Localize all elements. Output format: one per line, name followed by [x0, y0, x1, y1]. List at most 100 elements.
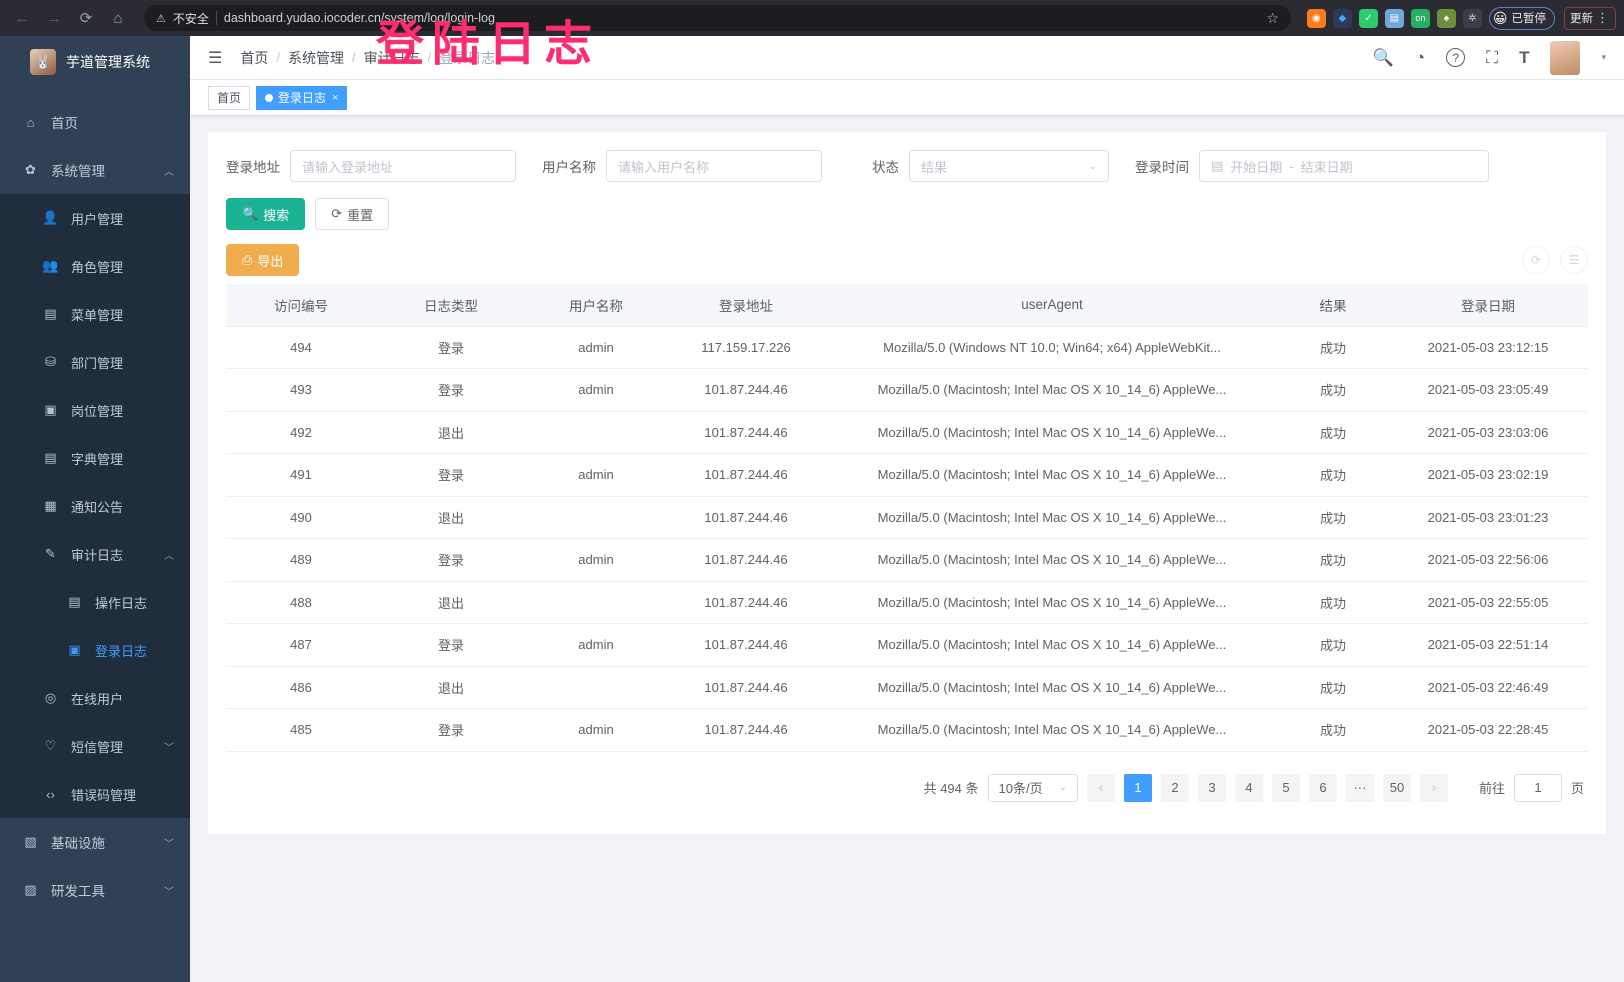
search-form: 登录地址 请输入登录地址 用户名称 请输入用户名称 状态: [226, 150, 1588, 198]
green-circle-ext-icon[interactable]: ✓: [1358, 8, 1378, 28]
search-button[interactable]: 🔍 搜索: [226, 198, 306, 230]
table-row[interactable]: 486 退出 101.87.244.46 Mozilla/5.0 (Macintosh…: [226, 666, 1588, 709]
table-row[interactable]: 491 登录 admin 101.87.244.46 Mozilla/5.0 (Maci…: [226, 453, 1588, 497]
table-row[interactable]: 494 登录 admin 117.159.17.226 Mozilla/5.0 (Win…: [226, 326, 1588, 369]
bookmark-star-icon[interactable]: ☆: [1266, 9, 1279, 26]
page-button-6[interactable]: 6: [1308, 773, 1337, 802]
paused-chip[interactable]: 😀 已暂停: [1488, 6, 1555, 30]
sidebar-item-system[interactable]: ✿ 系统管理 ︿: [0, 146, 190, 194]
next-page-button[interactable]: ›: [1419, 773, 1448, 802]
page-ellipsis[interactable]: ···: [1345, 773, 1374, 802]
blue-diamond-ext-icon[interactable]: ◆: [1332, 8, 1352, 28]
chevron-down-icon[interactable]: ▾: [1601, 52, 1606, 62]
table-row[interactable]: 488 退出 101.87.244.46 Mozilla/5.0 (Macintosh…: [226, 581, 1588, 624]
sidebar-item-login-log[interactable]: ▣ 登录日志: [0, 626, 190, 674]
cell-ip: 101.87.244.46: [666, 666, 826, 709]
page-button-4[interactable]: 4: [1234, 773, 1263, 802]
column-header-id[interactable]: 访问编号: [226, 284, 376, 327]
sidebar-logo[interactable]: 🐰 芋道管理系统: [0, 36, 190, 88]
tag-home[interactable]: 首页: [208, 85, 251, 110]
table-toolbar: ⎙ 导出 ⟳ ☰: [226, 244, 1588, 276]
column-header-type[interactable]: 日志类型: [376, 284, 526, 327]
prev-page-button[interactable]: ‹: [1086, 773, 1115, 802]
sidebar-item-operation-log[interactable]: ▤ 操作日志: [0, 578, 190, 626]
back-icon[interactable]: ←: [14, 9, 30, 27]
page-button-5[interactable]: 5: [1271, 773, 1300, 802]
table-tool-icons: ⟳ ☰: [1522, 246, 1588, 274]
status-select[interactable]: 结果 ⌄: [909, 150, 1109, 182]
refresh-icon[interactable]: ⟳: [1522, 246, 1550, 274]
puzzle-ext-icon[interactable]: ✲: [1462, 8, 1482, 28]
cell-type: 登录: [376, 453, 526, 497]
sidebar-item-audit-log[interactable]: ✎ 审计日志 ︿: [0, 530, 190, 578]
reload-icon[interactable]: ⟳: [79, 10, 93, 27]
cell-useragent: Mozilla/5.0 (Windows NT 10.0; Win64; x64…: [826, 326, 1278, 369]
close-icon[interactable]: ×: [332, 91, 339, 104]
leaf-ext-icon[interactable]: ♠: [1436, 8, 1456, 28]
column-header-ip[interactable]: 登录地址: [666, 284, 826, 327]
help-icon[interactable]: ?: [1446, 48, 1466, 67]
orange-ring-ext-icon[interactable]: ◉: [1306, 8, 1326, 28]
breadcrumb-item[interactable]: 首页: [240, 49, 269, 66]
page-button-1[interactable]: 1: [1123, 773, 1152, 802]
sidebar-item-infrastructure[interactable]: ▧ 基础设施 ﹀: [0, 818, 190, 866]
github-icon[interactable]: ◔: [1414, 47, 1426, 67]
jump-page-input[interactable]: 1: [1513, 773, 1562, 802]
sidebar-item-online-users[interactable]: ◎ 在线用户: [0, 674, 190, 722]
login-address-input[interactable]: 请输入登录地址: [290, 150, 516, 182]
tag-login-log[interactable]: 登录日志 ×: [256, 85, 348, 110]
cell-result: 成功: [1278, 453, 1388, 497]
sidebar-item-dictionary[interactable]: ▤ 字典管理: [0, 434, 190, 482]
table-row[interactable]: 492 退出 101.87.244.46 Mozilla/5.0 (Macintosh…: [226, 411, 1588, 454]
update-chip[interactable]: 更新 ⋮: [1564, 6, 1616, 30]
cell-id: 486: [226, 666, 376, 709]
column-header-date[interactable]: 登录日期: [1388, 284, 1588, 327]
sidebar-item-error-codes[interactable]: ‹› 错误码管理: [0, 770, 190, 818]
update-kebab-icon[interactable]: ⋮: [1596, 10, 1610, 25]
sidebar-item-sms[interactable]: ♡ 短信管理 ﹀: [0, 722, 190, 770]
login-time-daterange[interactable]: ▤ 开始日期 - 结束日期: [1199, 150, 1489, 182]
column-header-result[interactable]: 结果: [1278, 284, 1388, 327]
cell-username: admin: [526, 368, 666, 412]
breadcrumb-item[interactable]: 审计日志: [363, 49, 420, 66]
search-icon[interactable]: 🔍: [1372, 47, 1394, 67]
cell-result: 成功: [1278, 411, 1388, 454]
page-size-select[interactable]: 10条/页 ⌄: [987, 773, 1078, 802]
export-button[interactable]: ⎙ 导出: [226, 244, 300, 276]
table-row[interactable]: 490 退出 101.87.244.46 Mozilla/5.0 (Macintosh…: [226, 496, 1588, 539]
sidebar-item-roles[interactable]: 👥 角色管理: [0, 242, 190, 290]
page-button-2[interactable]: 2: [1160, 773, 1189, 802]
sidebar-item-departments[interactable]: ⛁ 部门管理: [0, 338, 190, 386]
column-header-username[interactable]: 用户名称: [526, 284, 666, 327]
cell-useragent: Mozilla/5.0 (Macintosh; Intel Mac OS X 1…: [826, 368, 1278, 412]
table-row[interactable]: 487 登录 admin 101.87.244.46 Mozilla/5.0 (Maci…: [226, 623, 1588, 667]
page-button-3[interactable]: 3: [1197, 773, 1226, 802]
cell-date: 2021-05-03 22:28:45: [1388, 708, 1588, 752]
breadcrumb-item[interactable]: 系统管理: [287, 49, 344, 66]
column-header-useragent[interactable]: userAgent: [826, 284, 1278, 327]
address-bar[interactable]: ⚠ 不安全 dashboard.yudao.iocoder.cn/system/…: [144, 5, 1291, 31]
sidebar-item-menus[interactable]: ▤ 菜单管理: [0, 290, 190, 338]
sidebar-item-home[interactable]: ⌂ 首页: [0, 98, 190, 146]
hamburger-icon[interactable]: ☰: [208, 49, 223, 67]
blue-page-ext-icon[interactable]: ▤: [1384, 8, 1404, 28]
fullscreen-icon[interactable]: ⛶: [1486, 47, 1499, 67]
sidebar-item-users[interactable]: 👤 用户管理: [0, 194, 190, 242]
column-settings-icon[interactable]: ☰: [1560, 246, 1588, 274]
sidebar-item-notices[interactable]: ▦ 通知公告: [0, 482, 190, 530]
table-body: 494 登录 admin 117.159.17.226 Mozilla/5.0 (Win…: [226, 326, 1588, 752]
page-button-last[interactable]: 50: [1382, 773, 1411, 802]
green-on-badge-icon[interactable]: on: [1410, 8, 1430, 28]
avatar[interactable]: [1550, 40, 1581, 75]
table-row[interactable]: 489 登录 admin 101.87.244.46 Mozilla/5.0 (Maci…: [226, 538, 1588, 582]
home-icon[interactable]: ⌂: [113, 9, 123, 27]
login-log-table: 访问编号 日志类型 用户名称 登录地址 userAgent 结果 登录日期 49…: [226, 284, 1588, 752]
sidebar-item-positions[interactable]: ▣ 岗位管理: [0, 386, 190, 434]
reset-button[interactable]: ⟳ 重置: [315, 198, 390, 230]
username-input[interactable]: 请输入用户名称: [606, 150, 822, 182]
sidebar-item-dev-tools[interactable]: ▨ 研发工具 ﹀: [0, 866, 190, 914]
table-row[interactable]: 485 登录 admin 101.87.244.46 Mozilla/5.0 (Maci…: [226, 708, 1588, 752]
forward-icon[interactable]: →: [46, 9, 62, 27]
font-size-icon[interactable]: T: [1519, 47, 1530, 67]
table-row[interactable]: 493 登录 admin 101.87.244.46 Mozilla/5.0 (Maci…: [226, 368, 1588, 412]
